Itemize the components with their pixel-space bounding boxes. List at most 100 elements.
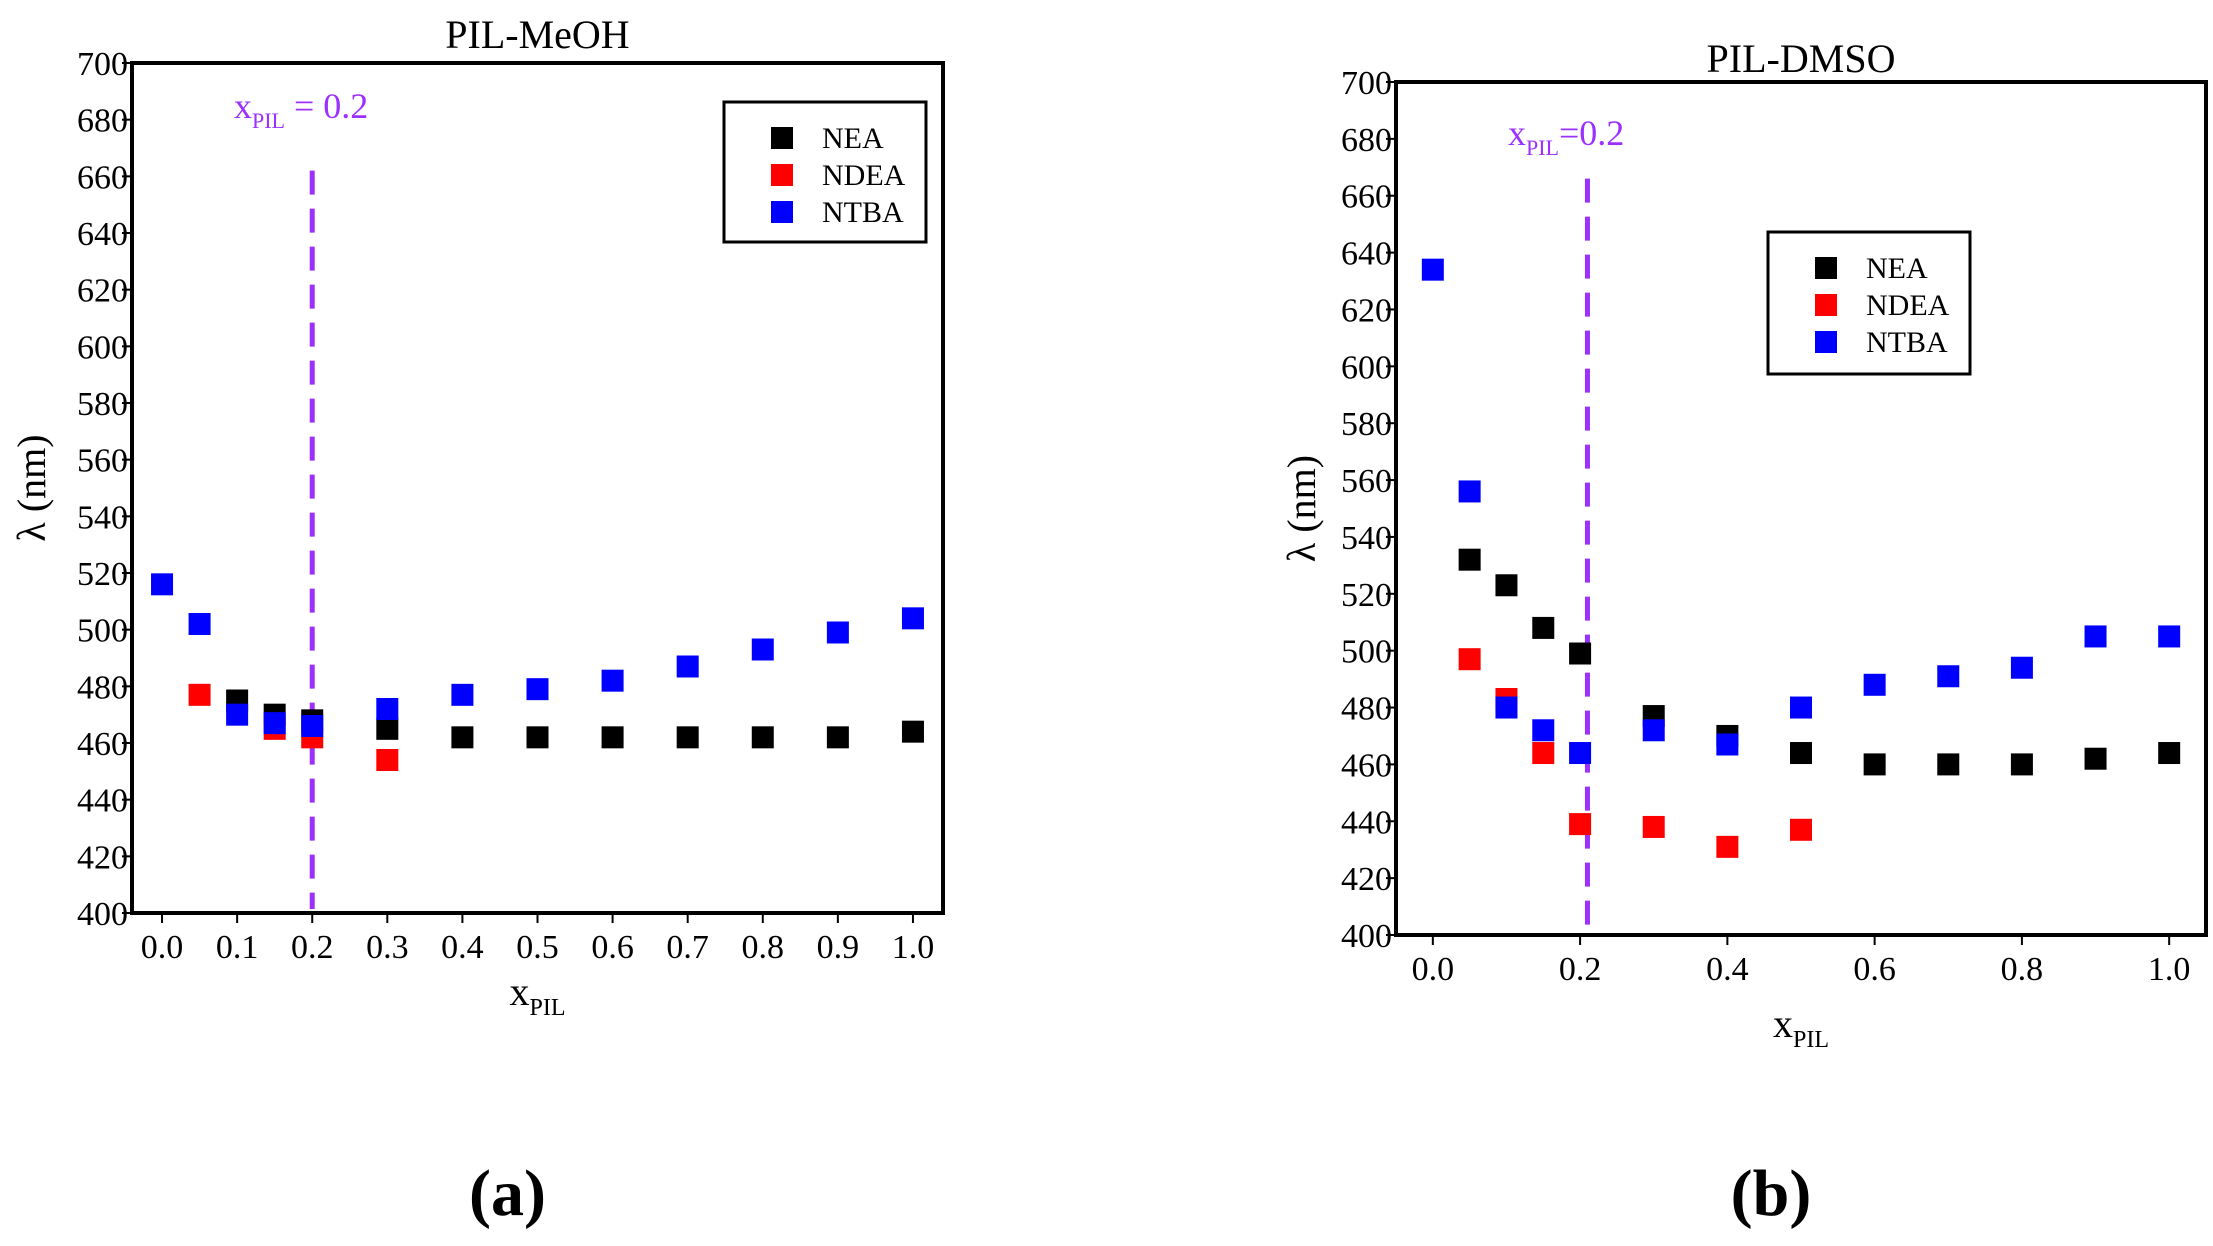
data-point-nea bbox=[601, 726, 624, 749]
series-nea bbox=[1458, 548, 2181, 776]
y-tick-label: 560 bbox=[1341, 463, 1392, 500]
data-point-nea bbox=[526, 726, 549, 749]
x-tick-label: 0.0 bbox=[1412, 951, 1455, 988]
chart-panel-2: PIL-DMSO 400 420 440 460 480 500 520 540 560 580 60… bbox=[1279, 36, 2208, 1230]
data-point-ndea bbox=[188, 683, 211, 706]
x-tick-label: 0.9 bbox=[817, 929, 860, 966]
y-tick-label: 540 bbox=[77, 499, 128, 536]
y-axis-label: λ (nm) bbox=[9, 434, 54, 541]
threshold-annotation: xPIL=0.2 bbox=[1508, 113, 1624, 160]
data-point-ndea bbox=[376, 749, 399, 771]
y-tick-label: 400 bbox=[77, 896, 128, 933]
legend: NEA NDEA NTBA bbox=[1766, 230, 1972, 376]
x-tick-label: 0.4 bbox=[441, 929, 484, 966]
y-tick-label: 680 bbox=[77, 103, 128, 140]
y-tick-label: 540 bbox=[1341, 520, 1392, 557]
data-point-nea bbox=[676, 726, 699, 749]
series-nea bbox=[226, 689, 924, 749]
legend-swatch-nea bbox=[771, 127, 793, 149]
chart-title: PIL-DMSO bbox=[1707, 36, 1896, 81]
y-tick-label: 560 bbox=[77, 443, 128, 480]
x-tick-label: 0.0 bbox=[141, 929, 184, 966]
data-point-nea bbox=[751, 726, 774, 749]
data-point-ntba bbox=[2158, 625, 2181, 648]
x-tick-label: 0.2 bbox=[1559, 951, 1602, 988]
y-tick-label: 580 bbox=[1341, 406, 1392, 443]
data-point-ndea bbox=[1569, 813, 1592, 836]
plot-frame bbox=[1394, 80, 2208, 937]
y-tick-label: 660 bbox=[1341, 179, 1392, 216]
data-point-nea bbox=[826, 726, 849, 749]
legend-label-nea: NEA bbox=[822, 122, 884, 155]
data-point-ntba bbox=[1421, 258, 1444, 281]
legend-swatch-nea bbox=[1815, 257, 1837, 279]
x-tick-label: 0.2 bbox=[291, 929, 334, 966]
y-tick-label: 500 bbox=[77, 613, 128, 650]
data-point-nea bbox=[1495, 574, 1518, 597]
data-point-ntba bbox=[1790, 696, 1812, 719]
y-tick-label: 520 bbox=[1341, 577, 1392, 614]
y-tick-label: 620 bbox=[1341, 292, 1392, 329]
data-point-nea bbox=[2158, 742, 2181, 765]
data-point-nea bbox=[2010, 753, 2033, 776]
data-point-ntba bbox=[901, 607, 924, 630]
panel-label: (a) bbox=[469, 1157, 546, 1230]
y-tick-label: 640 bbox=[1341, 236, 1392, 273]
y-tick-label: 440 bbox=[77, 783, 128, 820]
data-point-nea bbox=[376, 717, 399, 740]
chart-panel-1: PIL-MeOH 400 420 440 460 480 500 520 540 560 580 60… bbox=[9, 12, 945, 1230]
data-point-ntba bbox=[1863, 673, 1886, 696]
data-point-ntba bbox=[826, 621, 849, 644]
data-point-ndea bbox=[1716, 835, 1739, 858]
y-tick-label: 580 bbox=[77, 386, 128, 423]
data-point-ndea bbox=[1642, 815, 1665, 838]
data-point-nea bbox=[1790, 742, 1812, 765]
y-tick-label: 600 bbox=[1341, 349, 1392, 386]
legend-swatch-ntba bbox=[1815, 331, 1837, 353]
legend-box bbox=[1766, 230, 1972, 376]
series-ntba bbox=[151, 573, 924, 737]
x-axis-label: xPIL bbox=[1773, 1001, 1829, 1053]
data-point-ntba bbox=[1642, 719, 1665, 742]
y-tick-label: 680 bbox=[1341, 122, 1392, 159]
data-point-ntba bbox=[526, 678, 549, 701]
data-point-ntba bbox=[1569, 742, 1592, 765]
data-point-ntba bbox=[301, 715, 324, 737]
data-point-ndea bbox=[1790, 818, 1812, 841]
data-point-ntba bbox=[151, 573, 174, 596]
data-point-ndea bbox=[1458, 648, 1481, 671]
y-tick-label: 420 bbox=[1341, 861, 1392, 898]
data-point-ntba bbox=[601, 669, 624, 692]
legend-label-ndea: NDEA bbox=[822, 159, 906, 192]
x-tick-label: 0.1 bbox=[216, 929, 259, 966]
data-point-ntba bbox=[1716, 733, 1739, 756]
x-tick-label: 0.4 bbox=[1706, 951, 1749, 988]
legend-label-nea: NEA bbox=[1866, 252, 1928, 285]
data-point-ntba bbox=[2010, 656, 2033, 679]
x-tick-label: 0.8 bbox=[2001, 951, 2044, 988]
x-tick-label: 0.6 bbox=[591, 929, 634, 966]
data-point-nea bbox=[2084, 747, 2107, 770]
y-tick-label: 700 bbox=[1341, 65, 1392, 102]
legend-label-ntba: NTBA bbox=[822, 196, 904, 229]
y-axis-label: λ (nm) bbox=[1279, 455, 1324, 562]
y-tick-label: 480 bbox=[77, 669, 128, 706]
x-tick-label: 0.3 bbox=[366, 929, 409, 966]
y-tick-label: 460 bbox=[77, 726, 128, 763]
y-tick-label: 440 bbox=[1341, 804, 1392, 841]
x-tick-label: 0.6 bbox=[1853, 951, 1896, 988]
data-point-ntba bbox=[751, 638, 774, 661]
data-point-ntba bbox=[226, 703, 249, 726]
x-tick-label: 0.7 bbox=[666, 929, 709, 966]
x-tick-label: 1.0 bbox=[892, 929, 935, 966]
y-tick-label: 500 bbox=[1341, 634, 1392, 671]
x-tick-label: 0.8 bbox=[742, 929, 785, 966]
y-tick-label: 400 bbox=[1341, 918, 1392, 955]
y-tick-label: 660 bbox=[77, 159, 128, 196]
legend-label-ntba: NTBA bbox=[1866, 326, 1948, 359]
x-tick-label: 0.5 bbox=[516, 929, 559, 966]
legend-label-ndea: NDEA bbox=[1866, 289, 1950, 322]
data-point-ntba bbox=[676, 655, 699, 678]
y-tick-label: 620 bbox=[77, 273, 128, 310]
